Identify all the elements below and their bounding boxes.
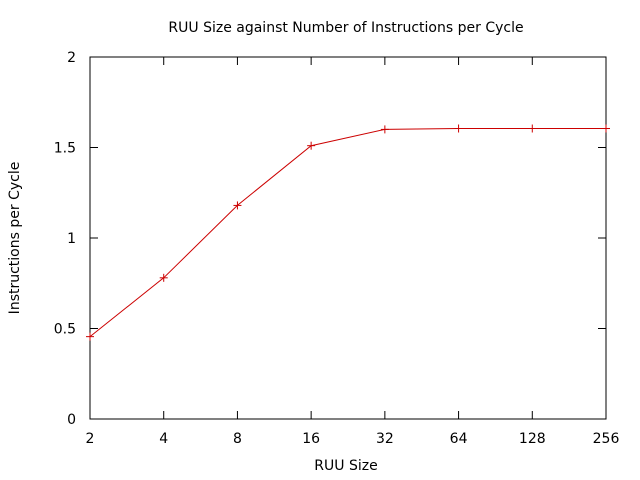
y-tick-label: 0 (67, 412, 76, 428)
plot-area (89, 56, 607, 420)
y-tick-label: 1.5 (54, 141, 76, 157)
x-tick-label: 256 (593, 431, 620, 447)
x-axis-label: RUU Size (314, 458, 377, 474)
y-tick-label: 1 (67, 231, 76, 247)
x-tick-label: 2 (86, 431, 95, 447)
data-point (528, 124, 537, 133)
data-point (454, 124, 463, 133)
series-layer (86, 124, 610, 341)
y-axis: 0 0.5 1 1.5 2 (54, 50, 606, 428)
data-point (307, 141, 316, 150)
x-axis: 2 4 8 16 32 64 128 256 (86, 57, 620, 447)
x-tick-label: 128 (519, 431, 546, 447)
x-tick-label: 32 (376, 431, 394, 447)
data-point (86, 332, 94, 341)
data-point (602, 124, 610, 133)
y-tick-label: 0.5 (54, 322, 76, 338)
series-line (89, 128, 606, 337)
data-point (380, 125, 389, 134)
data-point (233, 201, 242, 210)
y-tick-label: 2 (67, 50, 76, 66)
x-tick-label: 4 (159, 431, 168, 447)
x-tick-label: 64 (450, 431, 468, 447)
chart-title: RUU Size against Number of Instructions … (168, 20, 523, 36)
x-tick-label: 8 (233, 431, 242, 447)
y-axis-label: Instructions per Cycle (7, 162, 23, 315)
data-point (159, 273, 168, 282)
x-tick-label: 16 (302, 431, 320, 447)
